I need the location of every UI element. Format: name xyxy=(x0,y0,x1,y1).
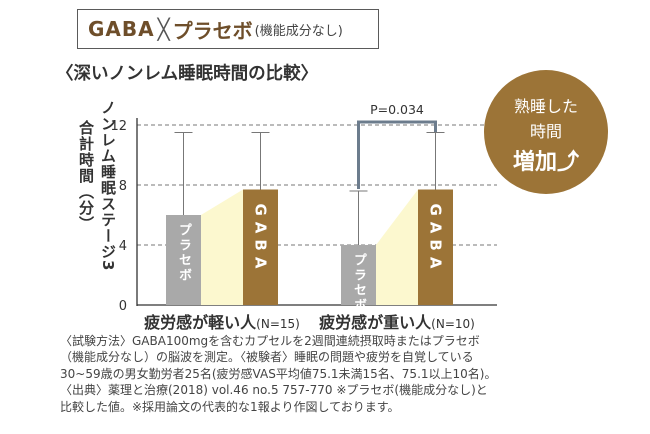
p-value-label: P=0.034 xyxy=(370,102,424,117)
bar-label-placebo: プラセボ xyxy=(351,253,367,313)
bar-gaba xyxy=(243,189,278,305)
footnote-line: 30~59歳の男女勤労者25名(疲労感VAS平均値75.1未満15名、75.1以… xyxy=(60,366,497,381)
y-axis-label-line2: 合計時間（分） xyxy=(77,120,95,232)
badge-line1: 熟睡した xyxy=(513,97,578,116)
bar-placebo xyxy=(166,215,201,305)
header-cross: ╳ xyxy=(157,17,170,41)
header-gaba: GABA xyxy=(88,17,155,41)
footnote-line: （機能成分なし）の脳波を測定。〈被験者〉睡眠の問題や疲労を自覚している xyxy=(60,350,474,365)
chart-title: 〈深いノンレム睡眠時間の比較〉 xyxy=(56,64,319,84)
footnote-line: 比較した値。※採用論文の代表的な1報より作図しております。 xyxy=(60,399,400,414)
y-tick-label: 12 xyxy=(110,119,127,134)
increase-highlight xyxy=(201,189,243,305)
footnote-line: 〈試験方法〉GABA100mgを含むカプセルを2週間連続摂取時またはプラセボ xyxy=(60,334,480,348)
y-axis-label-line1: ノンレム睡眠ステージ3 xyxy=(99,100,117,272)
y-tick-label: 8 xyxy=(119,179,127,194)
header-placebo-note: (機能成分なし) xyxy=(254,23,343,39)
badge-line3: 増加⤴ xyxy=(512,150,579,175)
y-tick-label: 0 xyxy=(119,299,127,314)
bar-label-gaba: GABA xyxy=(427,204,445,275)
significance-bracket xyxy=(357,120,437,189)
bar-placebo xyxy=(341,245,376,305)
bar-label-placebo: プラセボ xyxy=(176,223,192,283)
header-placebo: プラセボ xyxy=(172,18,253,43)
x-category-label: 疲労感が重い人(N=10) xyxy=(319,313,475,332)
x-category-label: 疲労感が軽い人(N=15) xyxy=(144,313,300,332)
increase-highlight xyxy=(376,189,418,305)
bar-label-gaba: GABA xyxy=(252,204,270,275)
y-tick-label: 4 xyxy=(119,239,127,254)
increase-badge: 熟睡した 時間 増加⤴ xyxy=(484,70,608,194)
legend-header: GABA ╳ プラセボ (機能成分なし) xyxy=(77,9,379,49)
footnote-line: 〈出典〉薬理と治療(2018) vol.46 no.5 757-770 ※プラセ… xyxy=(60,383,488,398)
bar-gaba xyxy=(418,189,453,305)
footnote: 〈試験方法〉GABA100mgを含むカプセルを2週間連続摂取時またはプラセボ （… xyxy=(60,333,605,415)
badge-line2: 時間 xyxy=(529,122,562,141)
